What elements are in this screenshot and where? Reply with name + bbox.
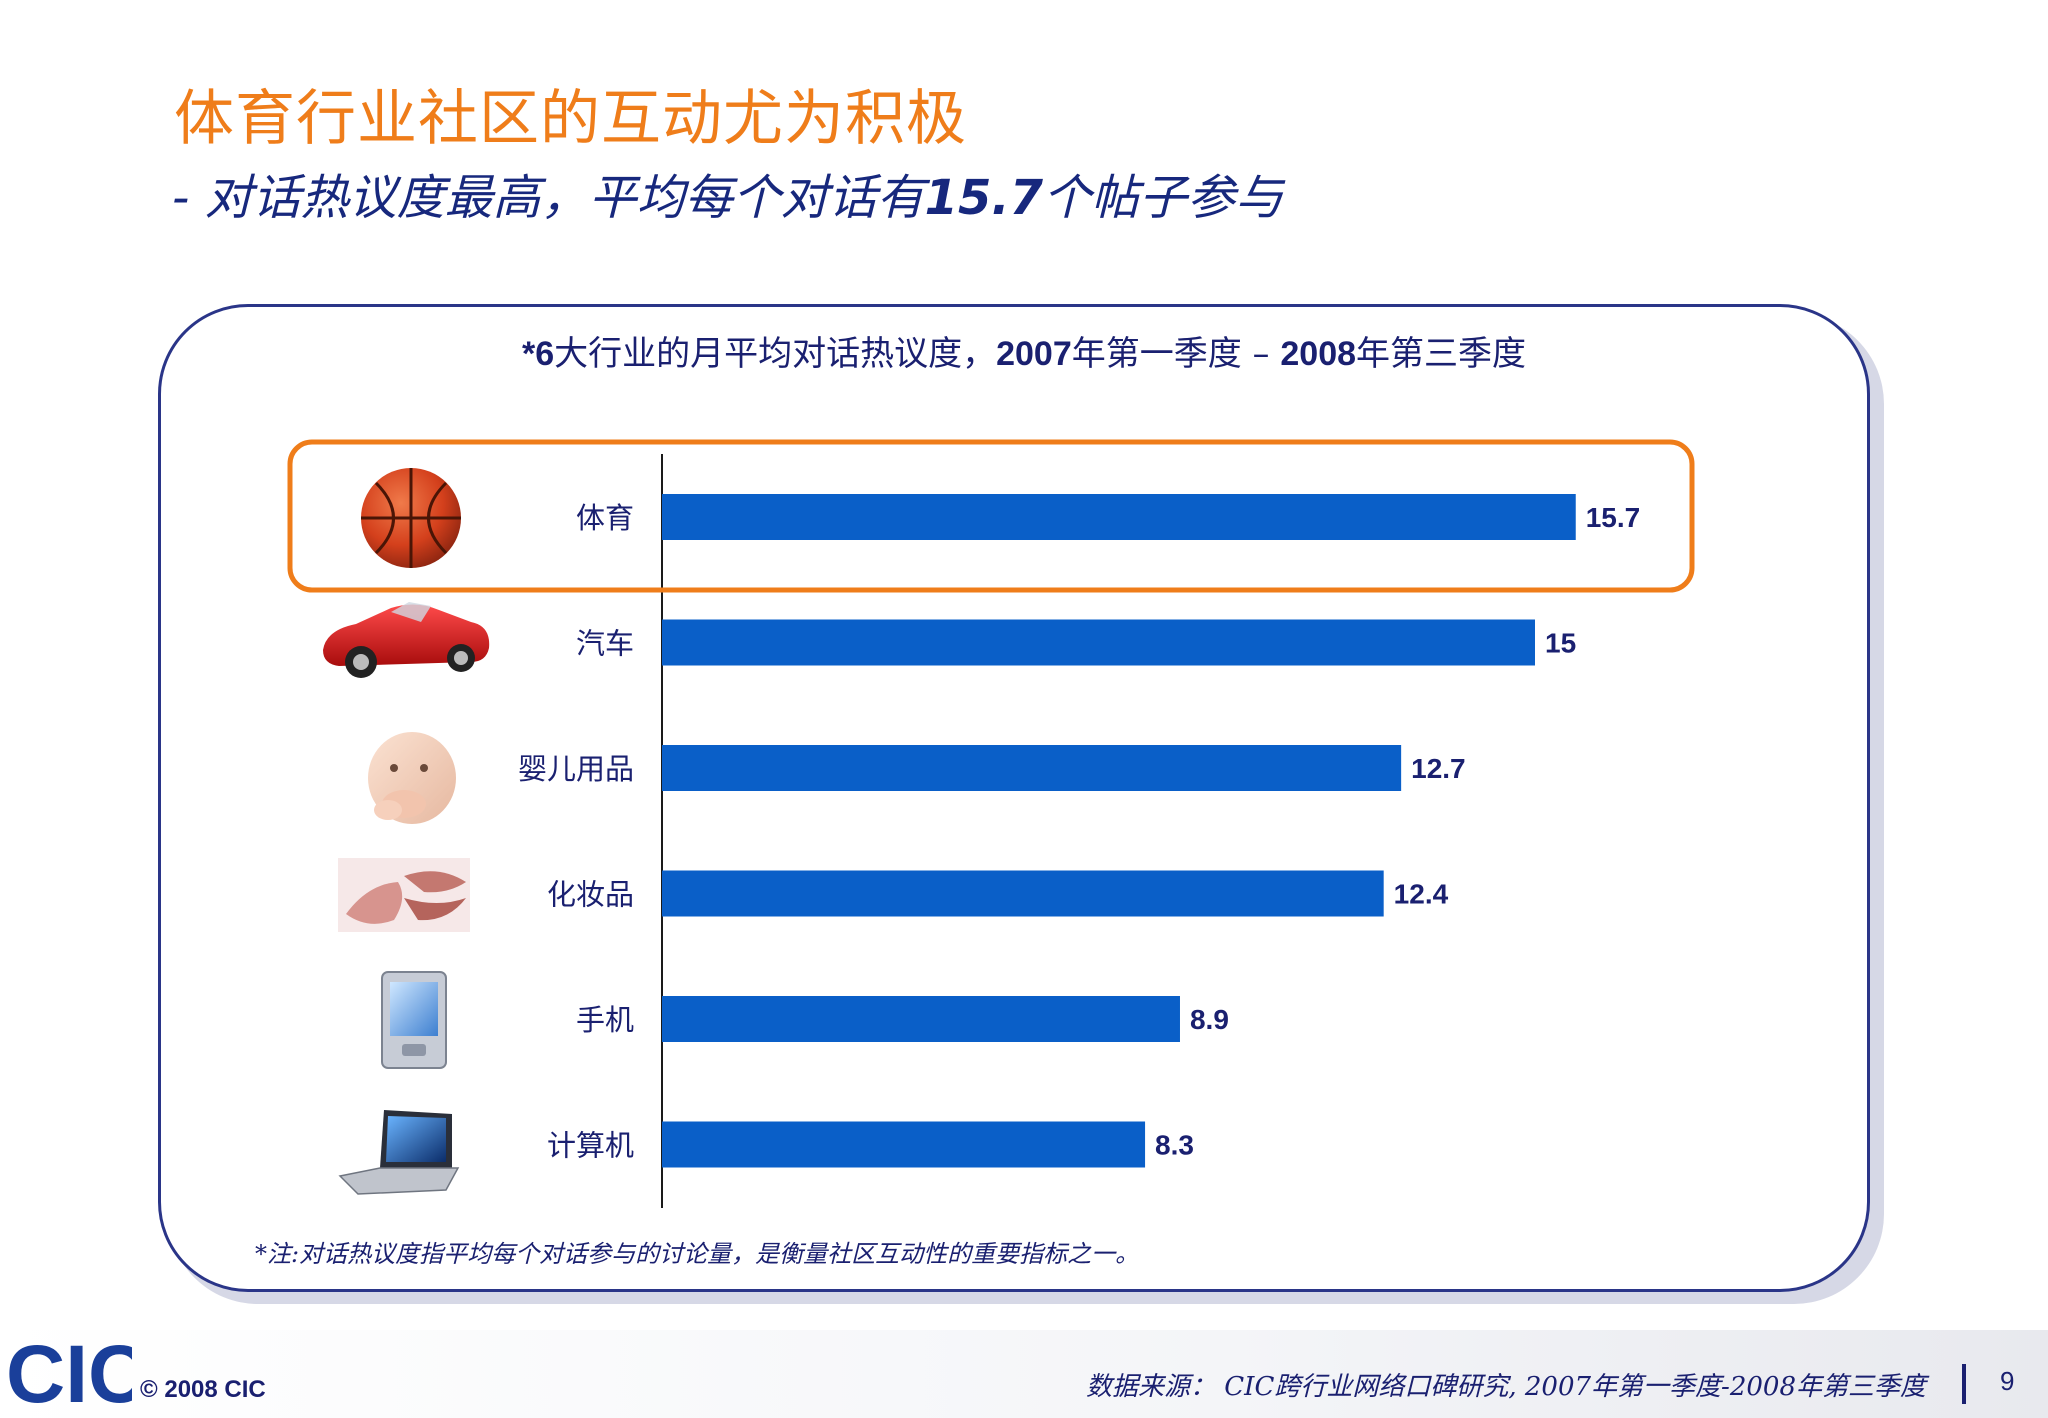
chart-title-part: 2008 bbox=[1280, 335, 1357, 373]
copyright: © 2008 CIC bbox=[140, 1376, 266, 1403]
bar bbox=[662, 870, 1384, 917]
mobile-phone-icon bbox=[381, 971, 447, 1069]
category-label: 体育 bbox=[576, 501, 634, 535]
data-source: 数据来源： CIC跨行业网络口碑研究, 2007年第一季度-2008年第三季度 bbox=[1086, 1372, 1926, 1402]
footer-divider bbox=[1962, 1364, 1966, 1404]
cic-logo: CIC bbox=[6, 1329, 132, 1412]
value-label: 15 bbox=[1545, 628, 1576, 659]
bar bbox=[662, 996, 1180, 1042]
page-title: 体育行业社区的互动尤为积极 bbox=[174, 84, 967, 154]
highlight-box bbox=[287, 439, 1695, 593]
basketball-icon bbox=[361, 468, 461, 568]
value-label: 12.7 bbox=[1411, 753, 1466, 784]
baby-icon bbox=[360, 728, 464, 828]
subtitle-prefix: - 对话热议度最高，平均每个对话有 bbox=[172, 170, 925, 226]
subtitle-highlight: 15.7 bbox=[924, 170, 1044, 226]
page-number: 9 bbox=[2000, 1366, 2015, 1396]
page-subtitle: - 对话热议度最高，平均每个对话有15.7个帖子参与 bbox=[172, 168, 1283, 228]
value-label: 8.3 bbox=[1155, 1130, 1194, 1161]
category-label: 计算机 bbox=[547, 1129, 634, 1163]
bar bbox=[662, 619, 1535, 666]
car-icon bbox=[323, 602, 490, 678]
subtitle-suffix: 个帖子参与 bbox=[1043, 170, 1284, 226]
footer-bar bbox=[0, 1330, 2048, 1418]
chart-title: *6大行业的月平均对话热议度，2007年第一季度 – 2008年第三季度 bbox=[0, 326, 2048, 375]
chart-title-part: *6 bbox=[521, 335, 555, 373]
value-label: 15.7 bbox=[1586, 502, 1641, 533]
category-label: 汽车 bbox=[576, 627, 634, 661]
bar bbox=[662, 494, 1576, 540]
bar bbox=[662, 745, 1402, 791]
chart-title-part: 大行业的月平均对话热议度， bbox=[554, 334, 997, 374]
value-label: 12.4 bbox=[1394, 879, 1449, 910]
category-label: 婴儿用品 bbox=[518, 752, 634, 786]
laptop-icon bbox=[338, 1110, 460, 1195]
category-label: 手机 bbox=[576, 1003, 634, 1037]
lips-icon bbox=[338, 858, 470, 932]
chart-title-part: 年第三季度 bbox=[1356, 334, 1527, 374]
bar bbox=[662, 1121, 1146, 1168]
value-label: 8.9 bbox=[1190, 1004, 1229, 1035]
category-label: 化妆品 bbox=[547, 878, 634, 912]
chart-title-part: 2007 bbox=[996, 335, 1072, 373]
svg-text:CIC: CIC bbox=[6, 1329, 132, 1412]
footnote: *注:对话热议度指平均每个对话参与的讨论量，是衡量社区互动性的重要指标之一。 bbox=[255, 1240, 1140, 1268]
chart-title-part: 年第一季度 – bbox=[1071, 334, 1281, 374]
